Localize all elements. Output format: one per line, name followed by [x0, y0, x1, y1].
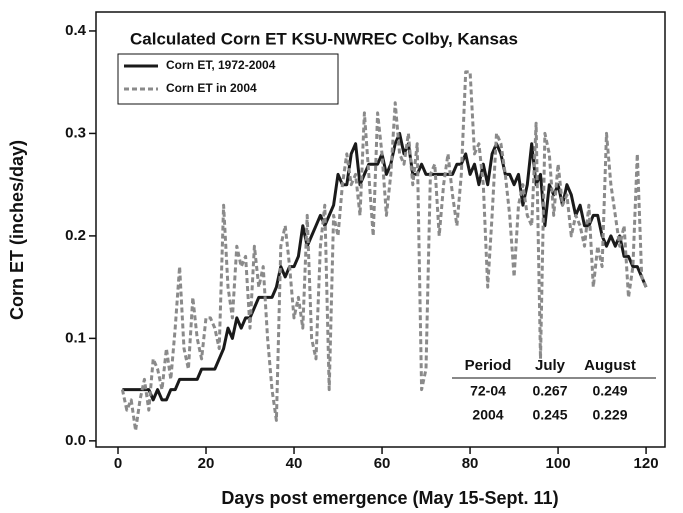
series-line: [120, 70, 648, 433]
table-cell: 2004: [472, 407, 503, 423]
chart-title: Calculated Corn ET KSU-NWREC Colby, Kans…: [130, 29, 518, 48]
table-cell: 0.245: [532, 407, 567, 423]
x-tick-label: 60: [374, 455, 391, 472]
x-tick-label: 20: [198, 455, 215, 472]
y-tick-label: 0.0: [65, 432, 86, 449]
table-cell: 0.229: [592, 407, 627, 423]
x-tick-label: 100: [546, 455, 571, 472]
x-tick-label: 40: [286, 455, 303, 472]
y-tick-label: 0.4: [65, 22, 87, 39]
plot-frame: [95, 11, 666, 448]
y-axis-label: Corn ET (inches/day): [7, 140, 27, 320]
table-cell: 72-04: [470, 383, 506, 399]
table-cell: 0.267: [532, 383, 567, 399]
y-tick-label: 0.3: [65, 124, 86, 141]
y-tick-label: 0.2: [65, 227, 86, 244]
legend-label: Corn ET, 1972-2004: [166, 58, 276, 72]
table-header: July: [535, 357, 566, 374]
legend-label: Corn ET in 2004: [166, 81, 257, 95]
x-axis-label: Days post emergence (May 15-Sept. 11): [221, 488, 558, 508]
x-tick-label: 80: [462, 455, 479, 472]
x-tick-label: 120: [634, 455, 659, 472]
series-line: [122, 131, 648, 402]
table-header: August: [584, 357, 636, 374]
table-cell: 0.249: [592, 383, 627, 399]
x-tick-label: 0: [114, 455, 122, 472]
table-header: Period: [465, 357, 512, 374]
legend-box: [117, 53, 339, 105]
y-tick-label: 0.1: [65, 329, 86, 346]
